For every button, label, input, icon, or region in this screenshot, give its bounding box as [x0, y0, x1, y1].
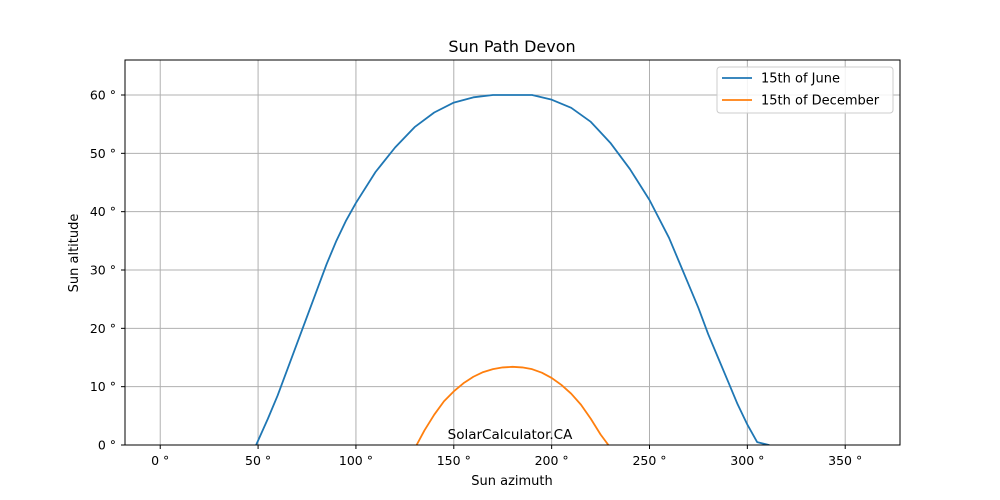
- grid: [125, 60, 900, 446]
- series-line-2: [415, 365, 610, 445]
- chart-title: Sun Path Devon: [448, 37, 575, 56]
- x-tick-label: 350 °: [828, 453, 862, 468]
- y-tick-label: 20 °: [90, 321, 116, 336]
- x-tick-label: 50 °: [245, 453, 271, 468]
- y-axis-title: Sun altitude: [67, 214, 82, 293]
- watermark-annotation: SolarCalculator.CA: [448, 427, 573, 443]
- legend: 15th of June 15th of December: [716, 66, 894, 114]
- legend-box: [716, 66, 894, 114]
- x-tick-label: 300 °: [730, 453, 764, 468]
- legend-label-1: 15th of June: [761, 72, 840, 87]
- plot-frame: [124, 59, 901, 446]
- series-layer: [255, 94, 770, 445]
- x-tick-label: 250 °: [632, 453, 666, 468]
- y-tick-label: 60 °: [90, 88, 116, 103]
- legend-label-2: 15th of December: [761, 94, 880, 109]
- y-tick-label: 0 °: [98, 438, 116, 453]
- y-tick-label: 10 °: [90, 379, 116, 394]
- y-tick-label: 40 °: [90, 204, 116, 219]
- y-tick-label: 30 °: [90, 263, 116, 278]
- x-axis-title: Sun azimuth: [471, 474, 553, 489]
- x-tick-label: 200 °: [535, 453, 569, 468]
- x-tick-label: 100 °: [339, 453, 373, 468]
- x-tick-label: 150 °: [437, 453, 471, 468]
- x-tick-label: 0 °: [151, 453, 169, 468]
- series-line-1: [255, 94, 770, 445]
- y-tick-label: 50 °: [90, 146, 116, 161]
- ticks: 0 ° 50 ° 100 ° 150 ° 200 ° 250 ° 300 ° 350 ° 0 °…: [90, 88, 862, 469]
